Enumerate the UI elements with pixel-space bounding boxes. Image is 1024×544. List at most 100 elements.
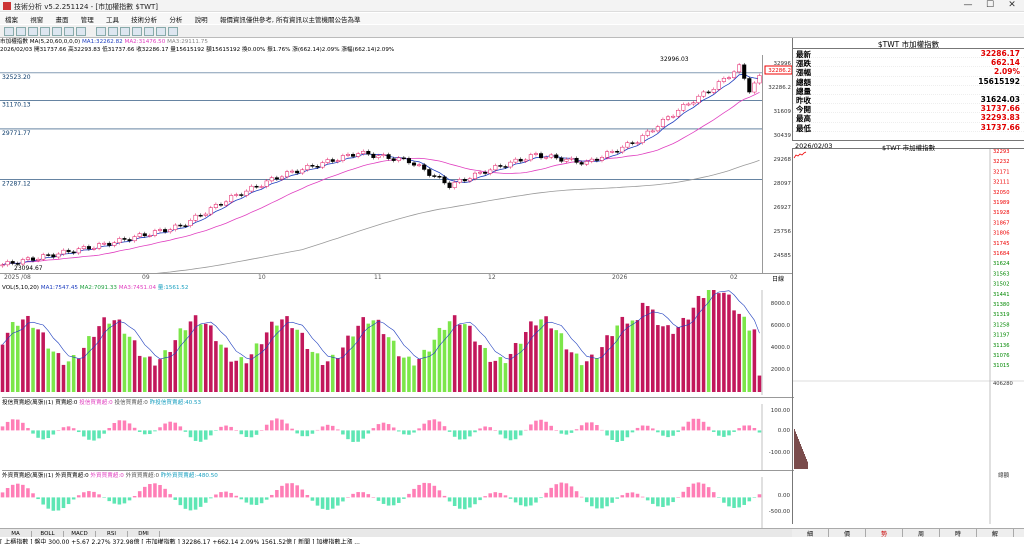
histogram-bar [122, 420, 127, 431]
tab-time[interactable]: 時 [940, 529, 977, 538]
candle [320, 162, 325, 168]
trust-chart[interactable]: 100.00 0.00 -100.00 [0, 404, 792, 470]
volume-chart[interactable]: 8000.0 6000.0 4000.0 2000.0 [0, 290, 792, 395]
minimize-button[interactable]: — [963, 0, 973, 10]
histogram-bar [10, 419, 15, 431]
histogram-bar [432, 485, 437, 498]
candle [518, 158, 523, 162]
maximize-button[interactable]: ☐ [985, 0, 995, 10]
tab-dmi[interactable]: DMI [128, 531, 160, 537]
histogram-bar [610, 497, 614, 503]
volume-bar [656, 325, 660, 392]
quote-value: 31624.03 [980, 94, 1020, 104]
histogram-bar [300, 489, 305, 498]
histogram-bar [442, 495, 447, 498]
histogram-bar [107, 497, 111, 502]
list-icon[interactable] [28, 27, 38, 36]
period-label[interactable]: 日線 [772, 276, 785, 283]
histogram-bar [452, 430, 457, 437]
ohlc-line: 2026/02/03 開31737.66 高32293.83 低31737.66… [0, 46, 395, 53]
histogram-bar [351, 493, 355, 498]
candle [411, 162, 417, 166]
line-icon[interactable] [120, 27, 130, 36]
plus-icon[interactable] [16, 27, 26, 36]
candle [401, 157, 406, 160]
histogram-bar [630, 492, 635, 498]
volume-bar [143, 357, 147, 392]
volume-bar [82, 347, 86, 392]
candle [538, 153, 544, 159]
tab-macd[interactable]: MACD [64, 531, 96, 537]
menu-tools[interactable]: 工具 [105, 16, 119, 24]
foreign-chart[interactable]: 0.00 -500.00 [0, 477, 792, 528]
quote-label: 漲幅 [796, 68, 811, 78]
bar-icon[interactable] [52, 27, 62, 36]
menu-view[interactable]: 畫面 [55, 16, 69, 24]
tab-explain[interactable]: 解 [977, 529, 1014, 538]
layout-icon[interactable] [96, 27, 106, 36]
volume-bar [564, 349, 569, 392]
histogram-bar [56, 497, 61, 511]
candle [218, 204, 224, 206]
menu-window[interactable]: 視窗 [30, 16, 44, 24]
save-icon[interactable] [168, 27, 178, 36]
histogram-bar [21, 422, 25, 431]
candle [234, 194, 239, 196]
file-icon[interactable] [4, 27, 14, 36]
volume-ma1: MA1:7547.45 [40, 285, 78, 291]
volume-bar [554, 330, 559, 392]
histogram-bar [503, 430, 508, 439]
histogram-bar [605, 430, 609, 436]
close-button[interactable]: ✕ [1008, 0, 1016, 10]
quote-row: 漲幅 2.09% [793, 67, 1024, 78]
volume-bar [569, 352, 574, 392]
histogram-bar [92, 491, 96, 498]
price-axis: 3299632286.23160930439292682809726927257… [762, 55, 792, 273]
grid-icon[interactable] [64, 27, 74, 36]
price-tick: 29268 [774, 157, 792, 163]
histogram-bar [290, 483, 294, 498]
histogram-bar [361, 430, 365, 439]
ma3-value: MA3:29111.75 [167, 39, 208, 45]
chart-icon[interactable] [40, 27, 50, 36]
candlestick-chart[interactable]: 32523.20 31170.13 29771.77 27287.12 32996.03… [0, 55, 762, 273]
menu-technical[interactable]: 技術分析 [131, 16, 158, 24]
volume-bar [51, 351, 56, 392]
menu-help[interactable]: 說明 [194, 16, 208, 24]
histogram-bar [229, 492, 233, 498]
volume-bar [275, 325, 279, 392]
intraday-chart[interactable]: 32293 32232 32171 32111 32050 31989 31928 31867… [792, 149, 1024, 524]
volume-bar [290, 328, 294, 392]
menu-analysis[interactable]: 分析 [169, 16, 183, 24]
candle [554, 154, 559, 159]
trust-header: 投信買賣超(萬張)(1) 買賣超:0 投信買賣超:0 投信買賣超:0 昨投信買賣… [2, 397, 794, 406]
menu-bar: 檔案 視窗 畫面 管理 工具 技術分析 分析 說明 報價資訊僅供參考, 所有資訊… [0, 13, 1024, 24]
tab-boll[interactable]: BOLL [32, 531, 64, 537]
arrow-icon[interactable] [108, 27, 118, 36]
tab-price[interactable]: 價 [829, 529, 866, 538]
histogram-bar [397, 430, 401, 432]
candle [533, 153, 538, 155]
tab-trend[interactable]: 勢 [866, 529, 903, 538]
circle-icon[interactable] [144, 27, 154, 36]
candle [417, 164, 422, 167]
candle [30, 257, 36, 261]
tab-week[interactable]: 周 [903, 529, 940, 538]
histogram-bar [229, 426, 233, 431]
volume-ma-line [2, 290, 760, 360]
histogram-bar [341, 497, 345, 502]
histogram-bar [488, 493, 492, 498]
menu-file[interactable]: 檔案 [5, 16, 18, 24]
app-icon [3, 2, 11, 10]
tab-ma[interactable]: MA [0, 531, 32, 537]
window-icon[interactable] [76, 27, 86, 36]
intraday-price-tick: 31563 [993, 271, 1010, 277]
volume-bar [356, 325, 360, 392]
settings-icon[interactable] [156, 27, 166, 36]
square-icon[interactable] [132, 27, 142, 36]
histogram-bar [137, 491, 142, 498]
menu-manage[interactable]: 管理 [80, 16, 94, 24]
tab-detail[interactable]: 細 [792, 529, 829, 538]
histogram-bar [590, 422, 594, 431]
tab-rsi[interactable]: RSI [96, 531, 128, 537]
